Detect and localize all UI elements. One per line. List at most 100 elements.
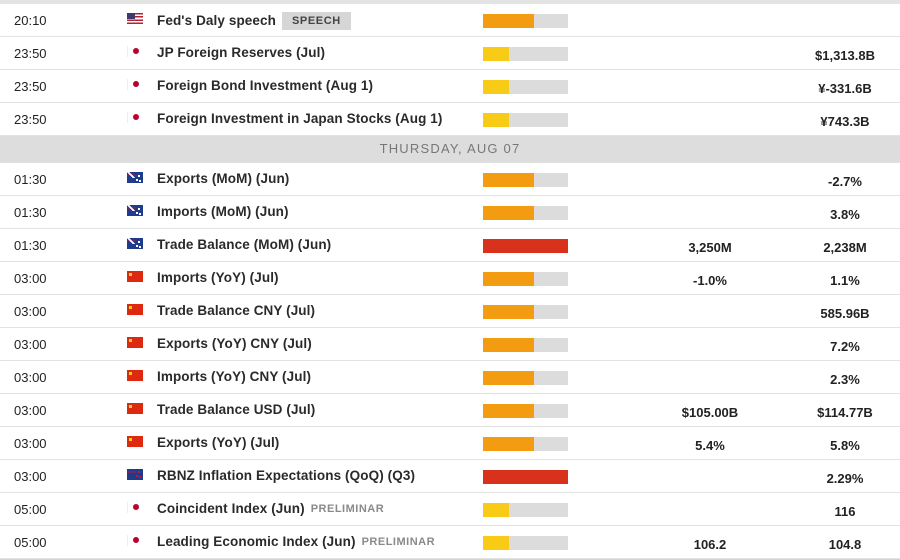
event-name[interactable]: Leading Economic Index (Jun) PRELIMINAR bbox=[157, 534, 435, 549]
previous-value: 5.8% bbox=[830, 438, 860, 453]
event-time: 23:50 bbox=[14, 79, 47, 94]
event-time: 01:30 bbox=[14, 205, 47, 220]
impact-bar bbox=[483, 371, 568, 385]
event-name[interactable]: Imports (YoY) (Jul) bbox=[157, 270, 279, 285]
event-label: Trade Balance CNY (Jul) bbox=[157, 303, 316, 318]
impact-fill bbox=[483, 47, 509, 61]
event-row[interactable]: 01:30 Imports (MoM) (Jun) 3.8% bbox=[0, 196, 900, 229]
impact-fill bbox=[483, 305, 534, 319]
event-row[interactable]: 23:50 Foreign Investment in Japan Stocks… bbox=[0, 103, 900, 136]
event-row[interactable]: 03:00 RBNZ Inflation Expectations (QoQ) … bbox=[0, 460, 900, 493]
event-time: 05:00 bbox=[14, 535, 47, 550]
event-label: Fed's Daly speech bbox=[157, 13, 276, 28]
impact-fill bbox=[483, 80, 509, 94]
australia-flag-icon bbox=[127, 238, 143, 249]
event-time: 03:00 bbox=[14, 304, 47, 319]
event-row[interactable]: 03:00 Imports (YoY) CNY (Jul) 2.3% bbox=[0, 361, 900, 394]
event-name[interactable]: Trade Balance USD (Jul) bbox=[157, 402, 315, 417]
impact-bar bbox=[483, 470, 568, 484]
event-tag: PRELIMINAR bbox=[361, 536, 436, 548]
event-name[interactable]: Imports (YoY) CNY (Jul) bbox=[157, 369, 311, 384]
event-label: Exports (YoY) CNY (Jul) bbox=[157, 336, 312, 351]
event-label: Imports (MoM) (Jun) bbox=[157, 204, 289, 219]
event-row[interactable]: 03:00 Exports (YoY) (Jul) 5.4% 5.8% bbox=[0, 427, 900, 460]
impact-bar bbox=[483, 272, 568, 286]
impact-fill bbox=[483, 14, 534, 28]
previous-value: 585.96B bbox=[820, 306, 870, 321]
japan-flag-icon bbox=[127, 79, 144, 90]
day-header: THURSDAY, AUG 07 bbox=[0, 136, 900, 163]
us-flag-icon bbox=[127, 13, 143, 24]
event-label: Trade Balance USD (Jul) bbox=[157, 402, 316, 417]
event-time: 03:00 bbox=[14, 436, 47, 451]
event-row[interactable]: 23:50 JP Foreign Reserves (Jul) $1,313.8… bbox=[0, 37, 900, 70]
previous-value: 3.8% bbox=[830, 207, 860, 222]
previous-value: ¥743.3B bbox=[820, 114, 870, 129]
impact-bar bbox=[483, 113, 568, 127]
event-row[interactable]: 03:00 Exports (YoY) CNY (Jul) 7.2% bbox=[0, 328, 900, 361]
event-time: 03:00 bbox=[14, 271, 47, 286]
impact-fill bbox=[483, 503, 509, 517]
event-label: Trade Balance (MoM) (Jun) bbox=[157, 237, 332, 252]
event-row[interactable]: 03:00 Imports (YoY) (Jul) -1.0% 1.1% bbox=[0, 262, 900, 295]
event-row[interactable]: 01:30 Exports (MoM) (Jun) -2.7% bbox=[0, 163, 900, 196]
japan-flag-icon bbox=[127, 502, 144, 513]
consensus-value: 3,250M bbox=[688, 240, 732, 255]
previous-value: -2.7% bbox=[828, 174, 862, 189]
event-name[interactable]: Exports (YoY) CNY (Jul) bbox=[157, 336, 312, 351]
event-name[interactable]: Trade Balance (MoM) (Jun) bbox=[157, 237, 331, 252]
event-label: Exports (YoY) (Jul) bbox=[157, 435, 280, 450]
event-name[interactable]: Exports (MoM) (Jun) bbox=[157, 171, 289, 186]
event-name[interactable]: Imports (MoM) (Jun) bbox=[157, 204, 289, 219]
impact-bar bbox=[483, 14, 568, 28]
event-time: 01:30 bbox=[14, 238, 47, 253]
event-row[interactable]: 20:10 Fed's Daly speech SPEECH bbox=[0, 4, 900, 37]
consensus-value: $105.00B bbox=[681, 405, 739, 420]
event-time: 01:30 bbox=[14, 172, 47, 187]
china-flag-icon bbox=[127, 370, 143, 381]
impact-bar bbox=[483, 239, 568, 253]
event-name[interactable]: JP Foreign Reserves (Jul) bbox=[157, 45, 325, 60]
impact-fill bbox=[483, 338, 534, 352]
previous-value: ¥-331.6B bbox=[818, 81, 872, 96]
event-time: 03:00 bbox=[14, 370, 47, 385]
impact-bar bbox=[483, 338, 568, 352]
top-divider bbox=[0, 0, 900, 4]
event-name[interactable]: Foreign Investment in Japan Stocks (Aug … bbox=[157, 111, 443, 126]
impact-fill bbox=[483, 113, 509, 127]
previous-value: 116 bbox=[834, 504, 856, 519]
event-label: Foreign Bond Investment (Aug 1) bbox=[157, 78, 374, 93]
event-time: 03:00 bbox=[14, 337, 47, 352]
event-name[interactable]: RBNZ Inflation Expectations (QoQ) (Q3) bbox=[157, 468, 415, 483]
previous-value: 2,238M bbox=[823, 240, 867, 255]
impact-bar bbox=[483, 404, 568, 418]
event-name[interactable]: Fed's Daly speech SPEECH bbox=[157, 12, 351, 30]
consensus-value: 106.2 bbox=[693, 537, 727, 552]
event-name[interactable]: Trade Balance CNY (Jul) bbox=[157, 303, 315, 318]
event-time: 20:10 bbox=[14, 13, 47, 28]
event-label: JP Foreign Reserves (Jul) bbox=[157, 45, 326, 60]
impact-fill bbox=[483, 173, 534, 187]
event-name[interactable]: Coincident Index (Jun) PRELIMINAR bbox=[157, 501, 384, 516]
event-row[interactable]: 03:00 Trade Balance CNY (Jul) 585.96B bbox=[0, 295, 900, 328]
event-row[interactable]: 01:30 Trade Balance (MoM) (Jun) 3,250M 2… bbox=[0, 229, 900, 262]
event-row[interactable]: 05:00 Coincident Index (Jun) PRELIMINAR 1… bbox=[0, 493, 900, 526]
impact-fill bbox=[483, 437, 534, 451]
event-label: Imports (YoY) (Jul) bbox=[157, 270, 279, 285]
impact-fill bbox=[483, 371, 534, 385]
event-row[interactable]: 23:50 Foreign Bond Investment (Aug 1) ¥-… bbox=[0, 70, 900, 103]
event-name[interactable]: Exports (YoY) (Jul) bbox=[157, 435, 279, 450]
event-label: Exports (MoM) (Jun) bbox=[157, 171, 290, 186]
impact-bar bbox=[483, 437, 568, 451]
event-label: Imports (YoY) CNY (Jul) bbox=[157, 369, 312, 384]
impact-fill bbox=[483, 272, 534, 286]
china-flag-icon bbox=[127, 436, 143, 447]
impact-fill bbox=[483, 206, 534, 220]
event-tag: SPEECH bbox=[281, 12, 351, 30]
event-time: 05:00 bbox=[14, 502, 47, 517]
event-name[interactable]: Foreign Bond Investment (Aug 1) bbox=[157, 78, 373, 93]
previous-value: 2.29% bbox=[826, 471, 864, 486]
consensus-value: -1.0% bbox=[693, 273, 727, 288]
event-row[interactable]: 05:00 Leading Economic Index (Jun) PRELIM… bbox=[0, 526, 900, 559]
event-row[interactable]: 03:00 Trade Balance USD (Jul) $105.00B $… bbox=[0, 394, 900, 427]
